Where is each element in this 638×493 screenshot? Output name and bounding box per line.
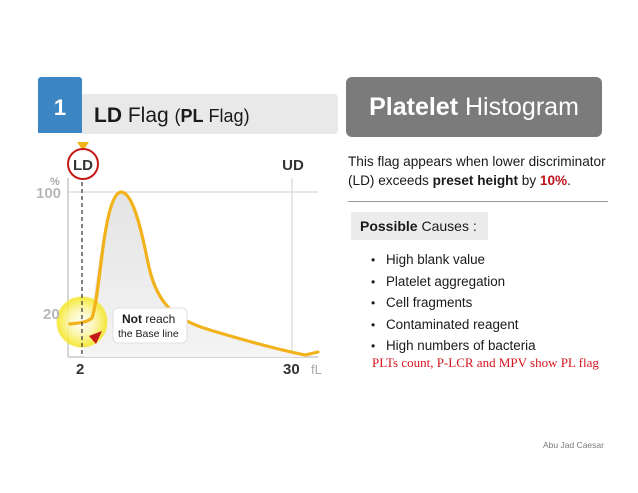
ld-marker-triangle <box>77 142 89 151</box>
cause-label: Contaminated reagent <box>386 316 519 332</box>
y-tick-20: 20 <box>43 306 60 323</box>
cause-label: High blank value <box>386 252 486 267</box>
desc-part2: by <box>517 173 540 188</box>
list-item: • High numbers of bacteria <box>371 335 536 357</box>
y-tick-100: 100 <box>36 185 61 202</box>
callout-box <box>112 307 188 344</box>
x-tick-30: 30 <box>283 361 300 378</box>
bullet-icon: • <box>371 317 376 332</box>
y-axis-unit: % <box>50 176 60 188</box>
causes-list: • High blank value • Platelet aggregation … <box>371 249 536 357</box>
flag-title-bold: LD <box>94 104 122 127</box>
ld-label: LD <box>73 157 93 174</box>
flag-paren-open: ( <box>174 106 181 126</box>
section-divider <box>348 201 608 202</box>
cause-label: Platelet aggregation <box>386 273 506 289</box>
list-item: • Platelet aggregation <box>371 271 536 293</box>
flag-description: This flag appears when lower discriminat… <box>348 152 613 190</box>
banner-bold: Platelet <box>369 93 459 121</box>
flag-paren-rest: Flag) <box>203 106 250 126</box>
section-number: 1 <box>53 95 67 120</box>
x-axis-unit: fL <box>311 362 322 377</box>
ud-label: UD <box>282 157 304 174</box>
footnote: PLTs count, P-LCR and MPV show PL flag <box>372 355 599 370</box>
list-item: • Contaminated reagent <box>371 314 536 336</box>
list-item: • High blank value <box>371 249 536 271</box>
callout-rest: reach <box>142 312 175 326</box>
bullet-icon: • <box>371 296 376 310</box>
callout-bold: Not <box>122 312 142 326</box>
platelet-histogram-diagram: LD UD % 100 20 2 30 fL Not reach the Bas… <box>36 142 322 378</box>
desc-part3: . <box>567 173 571 188</box>
ld-circle <box>67 148 99 180</box>
list-item: • Cell fragments <box>371 292 536 314</box>
x-tick-2: 2 <box>76 361 84 378</box>
callout-line-2: the Base line <box>118 328 179 340</box>
causes-title-bold: Possible <box>360 218 418 234</box>
possible-causes-header: Possible Causes : <box>351 212 488 240</box>
flag-title-bar <box>82 94 338 134</box>
histogram-curve-start <box>68 253 104 326</box>
red-arrow <box>89 331 102 344</box>
flag-title-rest: Flag <box>122 104 175 127</box>
bullet-icon: • <box>371 253 376 267</box>
histogram-banner: Platelet Histogram <box>346 77 602 137</box>
banner-rest: Histogram <box>458 93 579 121</box>
flag-paren: (PL Flag) <box>175 106 250 126</box>
flag-title: LD Flag (PL Flag) <box>94 104 250 128</box>
causes-title-rest: Causes : <box>417 218 477 234</box>
flag-paren-bold: PL <box>180 106 204 126</box>
author-credit: Abu Jad Caesar <box>543 440 604 450</box>
desc-bold: preset height <box>432 173 518 188</box>
cause-label: High numbers of bacteria <box>386 338 536 353</box>
section-number-tab: 1 <box>38 77 82 133</box>
desc-red: 10% <box>539 173 568 188</box>
callout-line-1: Not reach <box>122 312 175 326</box>
bullet-icon: • <box>371 339 376 353</box>
desc-part1: This flag appears when lower discriminat… <box>348 154 606 188</box>
bullet-icon: • <box>371 274 376 289</box>
cause-label: Cell fragments <box>386 295 473 310</box>
